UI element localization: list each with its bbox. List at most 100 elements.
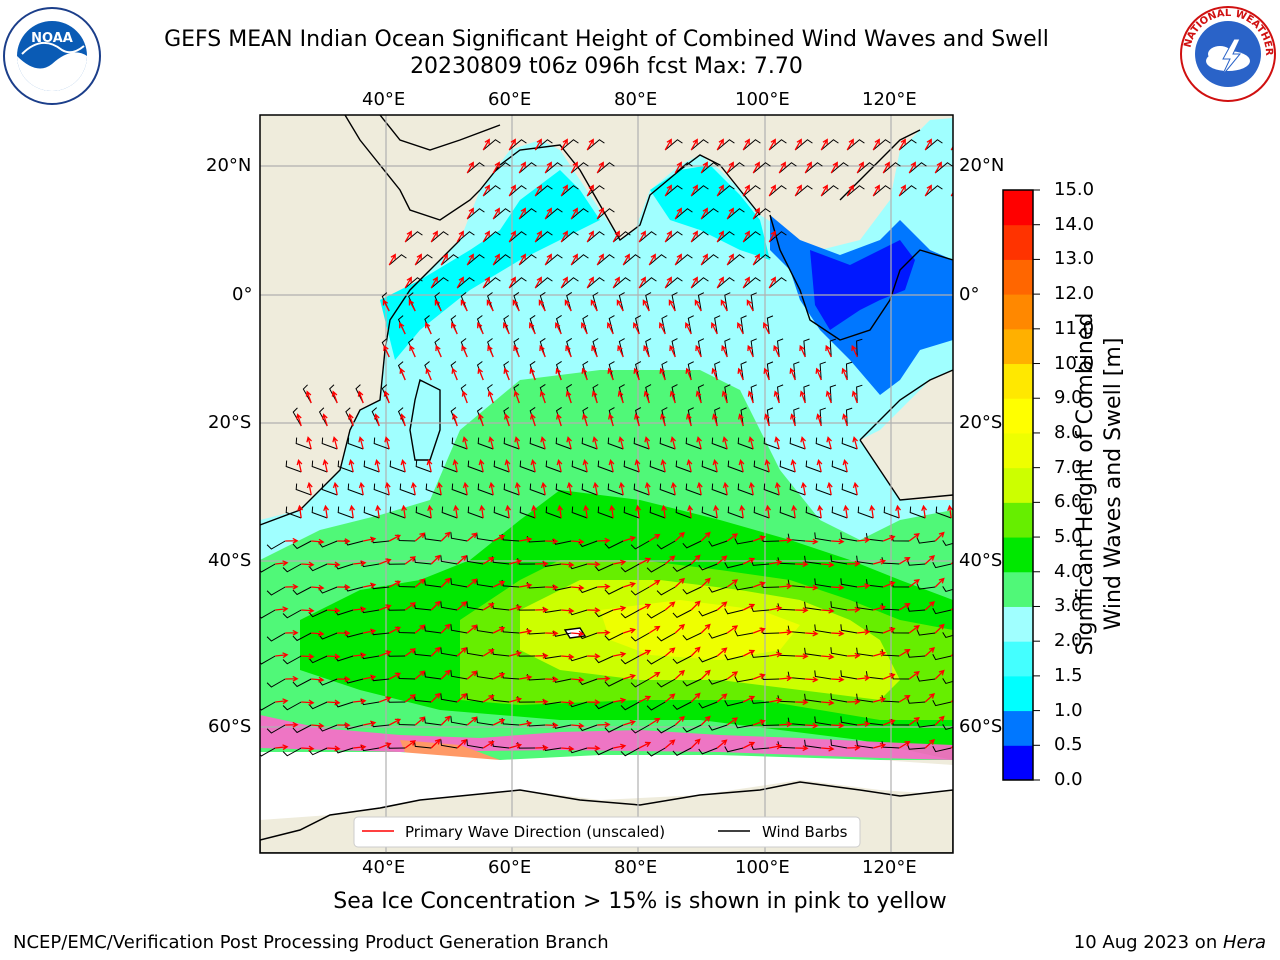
- wind-barb: [682, 540, 702, 549]
- wave-direction-arrow: [670, 436, 677, 450]
- wind-barb: [633, 437, 650, 450]
- wind-barb: [881, 741, 900, 749]
- wave-direction-arrow: [700, 253, 708, 266]
- lat-tick-left-20n: 20°N: [206, 155, 252, 176]
- wave-direction-arrow: [674, 669, 685, 680]
- wind-barb: [724, 292, 731, 312]
- wave-direction-arrow: [519, 674, 533, 681]
- lon-tick-bottom-120e: 120°E: [862, 857, 917, 878]
- wind-barb: [292, 407, 302, 427]
- wind-barb: [804, 693, 822, 703]
- wave-direction-arrow: [851, 344, 858, 358]
- wind-barb: [404, 277, 423, 289]
- coastlines: [260, 115, 953, 639]
- wind-barb: [690, 231, 709, 243]
- wave-direction-arrow: [690, 184, 698, 197]
- wave-direction-arrow: [961, 533, 970, 541]
- wind-barb: [649, 506, 666, 519]
- wave-direction-arrow: [779, 583, 793, 590]
- wave-direction-arrow: [453, 504, 460, 519]
- wind-barb: [560, 185, 579, 197]
- colorbar-tick-label: 7.0: [1054, 456, 1083, 478]
- wind-barb: [708, 540, 728, 547]
- wave-direction-arrow: [769, 697, 783, 704]
- wave-direction-arrow: [613, 559, 627, 566]
- wave-direction-arrow: [477, 322, 484, 335]
- wave-direction-arrow: [492, 580, 506, 588]
- wind-barb: [503, 437, 520, 450]
- wind-barb: [820, 139, 839, 151]
- sea-ice-note: Sea Ice Concentration > 15% is shown in …: [333, 889, 947, 914]
- wind-barb: [675, 460, 692, 473]
- wave-direction-arrow: [773, 390, 780, 404]
- wind-barb: [295, 483, 312, 496]
- wind-barb: [586, 139, 605, 151]
- footer-date: 10 Aug 2023 on Hera: [1074, 932, 1266, 953]
- wind-barb: [846, 139, 865, 151]
- wave-direction-arrow: [597, 537, 611, 544]
- wind-barb: [260, 701, 276, 711]
- wave-direction-arrow: [555, 367, 562, 381]
- colorbar-segment: [1003, 398, 1033, 434]
- wind-barb: [518, 254, 537, 266]
- wave-direction-arrow: [388, 534, 402, 542]
- wind-barb: [282, 609, 302, 619]
- wave-direction-arrow: [898, 556, 911, 565]
- wind-barb: [724, 700, 744, 707]
- wave-direction-arrow: [779, 629, 793, 636]
- map-legend: Primary Wave Direction (unscaled) Wind B…: [353, 816, 861, 848]
- wave-direction-arrow: [509, 742, 523, 749]
- wave-direction-arrow: [466, 578, 478, 588]
- colorbar-tick-label: 13.0: [1054, 248, 1095, 270]
- wind-barb: [466, 601, 484, 611]
- wave-direction-arrow: [570, 253, 578, 266]
- wind-barb: [292, 632, 312, 642]
- wind-barb: [672, 609, 692, 618]
- wave-direction-arrow: [571, 676, 585, 683]
- wind-barb: [805, 506, 822, 519]
- wind-barb: [508, 139, 527, 151]
- wave-direction-arrow: [592, 481, 599, 496]
- wave-direction-arrow: [612, 276, 620, 289]
- wind-barb: [534, 185, 553, 197]
- wind-barb: [648, 254, 667, 266]
- wind-barb: [308, 655, 328, 664]
- wind-barb: [819, 407, 826, 427]
- wind-barb: [334, 747, 354, 754]
- wave-direction-arrow: [560, 276, 568, 289]
- colorbar-tick-label: 1.0: [1054, 699, 1083, 721]
- wave-direction-arrow: [426, 458, 433, 473]
- wind-barb: [840, 578, 858, 588]
- wave-direction-arrow: [586, 230, 594, 243]
- wind-barb: [672, 701, 692, 710]
- wave-direction-arrow: [687, 504, 694, 519]
- wave-direction-arrow: [608, 413, 614, 427]
- wind-barb: [347, 437, 364, 450]
- wind-barb: [724, 608, 744, 615]
- wave-direction-arrow: [686, 413, 692, 427]
- wave-direction-arrow: [311, 722, 325, 729]
- wind-barb: [830, 739, 848, 749]
- wave-direction-arrow: [791, 504, 798, 519]
- wave-direction-arrow: [674, 161, 682, 174]
- wind-barb: [440, 647, 458, 657]
- wave-direction-arrow: [817, 504, 824, 519]
- wind-barb: [466, 739, 484, 749]
- wind-barb: [337, 460, 354, 473]
- wave-direction-arrow: [857, 583, 871, 590]
- wave-direction-arrow: [722, 436, 729, 450]
- wind-barb: [698, 655, 718, 663]
- wave-direction-arrow: [535, 698, 549, 705]
- wave-direction-arrow: [690, 646, 701, 657]
- wave-direction-arrow: [664, 230, 672, 243]
- wave-direction-arrow: [831, 584, 845, 591]
- wind-barb: [440, 739, 458, 749]
- wind-barb: [734, 676, 754, 683]
- colorbar-tick-label: 0.0: [1054, 769, 1083, 790]
- wind-barb: [659, 437, 676, 450]
- wind-barb: [750, 384, 757, 404]
- noaa-logo-text: NOAA: [31, 31, 73, 46]
- wind-barb: [750, 338, 757, 358]
- wave-direction-arrow: [716, 276, 724, 289]
- wave-direction-arrow: [519, 536, 533, 543]
